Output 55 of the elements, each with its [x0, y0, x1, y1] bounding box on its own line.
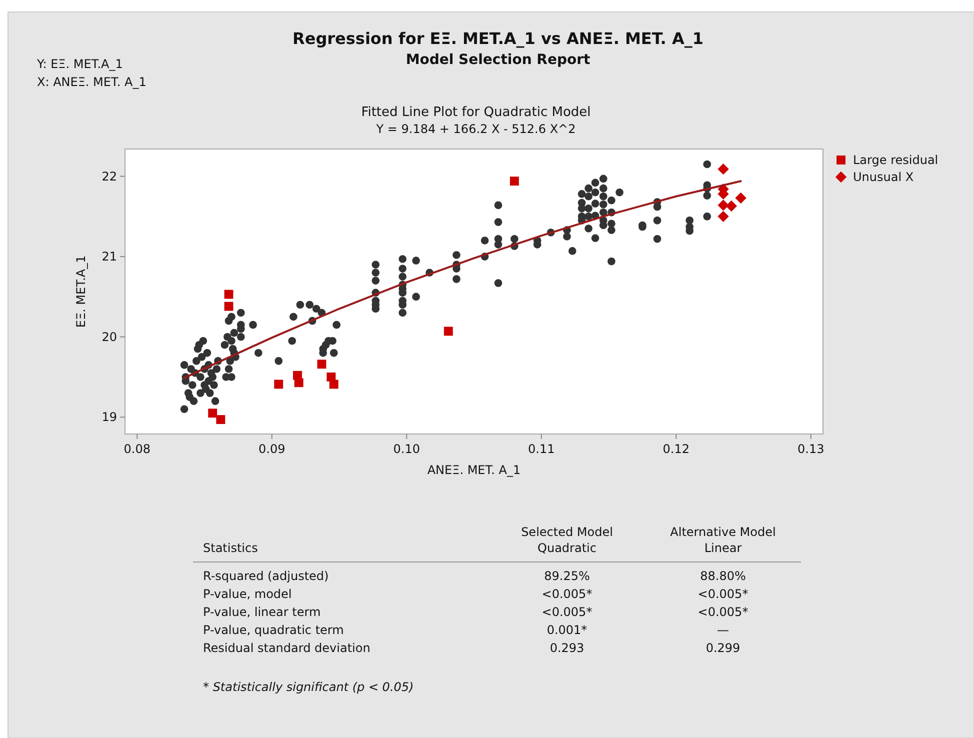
y-axis-title: ΕΞ. MET.A_1 — [74, 255, 88, 328]
point — [735, 192, 746, 204]
text: Statistics — [203, 541, 258, 555]
y-tick-label: 19 — [102, 410, 117, 424]
y-tick-label: 22 — [102, 169, 117, 184]
text: — — [717, 623, 729, 637]
text: 88.80% — [700, 569, 746, 583]
text: 0.293 — [550, 641, 584, 655]
y-tick-label: 21 — [102, 250, 117, 264]
chart-title: Regression for ΕΞ. MET.A_1 vs ΑΝΕΞ. MET. A_1 — [292, 29, 704, 48]
text: * Statistically significant (p < 0.05) — [203, 680, 414, 694]
x-tick-label: 0.12 — [662, 442, 690, 456]
point — [718, 200, 729, 211]
x-tick-label: 0.11 — [528, 442, 555, 456]
point — [224, 302, 234, 311]
text: P-value, model — [203, 587, 292, 601]
text: Fitted Line Plot for Quadratic Model — [361, 105, 591, 120]
point — [510, 176, 519, 186]
text: <0.005* — [698, 587, 748, 601]
point — [317, 360, 326, 369]
point — [726, 200, 737, 212]
y-tick-label: 20 — [102, 330, 117, 344]
text: 0.001* — [546, 623, 588, 637]
point — [329, 380, 338, 389]
x-tick-label: 0.10 — [393, 442, 420, 456]
text: <0.005* — [542, 587, 592, 601]
text: Alternative Model Linear — [670, 525, 776, 555]
chart-subtitle: Model Selection Report — [406, 52, 590, 68]
text: Y: ΕΞ. MET.A_1 — [36, 57, 123, 71]
text: Residual standard deviation — [203, 641, 370, 655]
legend-label: Unusual X — [853, 170, 914, 184]
point — [444, 326, 453, 336]
text: X: ΑΝΕΞ. MET. A_1 — [37, 75, 146, 89]
text: <0.005* — [698, 605, 748, 619]
point — [208, 408, 218, 418]
x-tick-label: 0.09 — [258, 442, 286, 456]
text: Selected Model Quadratic — [521, 525, 613, 555]
text: 89.25% — [544, 569, 590, 583]
point — [294, 378, 304, 388]
point — [216, 415, 226, 424]
point — [718, 210, 729, 222]
text: P-value, quadratic term — [203, 623, 344, 637]
point — [718, 163, 729, 175]
x-tick-label: 0.13 — [798, 442, 824, 456]
text: R-squared (adjusted) — [203, 569, 329, 583]
point — [224, 290, 234, 299]
legend-label: Large residual — [853, 153, 938, 167]
text: <0.005* — [542, 605, 592, 619]
line-series — [183, 180, 742, 379]
text: Y = 9.184 + 166.2 X - 512.6 X^2 — [375, 122, 576, 136]
point — [274, 380, 284, 389]
text: P-value, linear term — [203, 605, 321, 619]
x-axis-title: ΑΝΕΞ. MET. A_1 — [427, 463, 521, 477]
text: 0.299 — [706, 641, 740, 655]
x-tick-label: 0.08 — [124, 442, 150, 456]
